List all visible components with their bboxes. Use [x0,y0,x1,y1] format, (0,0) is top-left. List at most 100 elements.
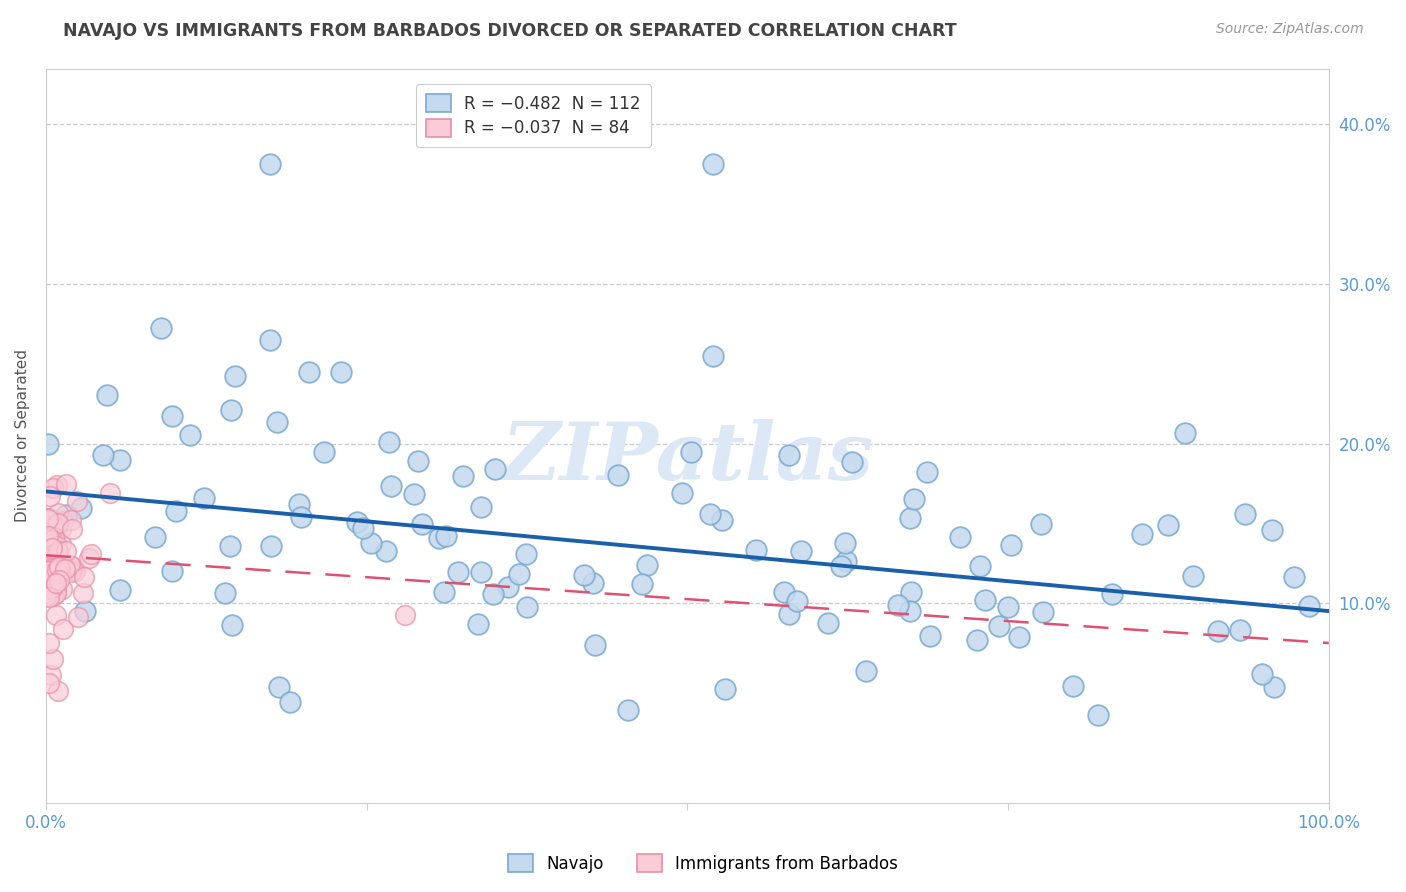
Point [49,537,72,551]
Point [481,587,503,601]
Point [35,589,58,603]
Point [37,529,59,543]
Point [903,491,925,506]
Point [46,684,69,698]
Point [429,531,451,545]
Point [915,465,938,479]
Point [406,454,429,468]
Point [60,563,83,577]
Point [108,583,131,598]
Point [778,448,800,462]
Point [1229,624,1251,638]
Point [377,434,399,449]
Point [73,570,96,584]
Point [1174,426,1197,441]
Point [45,478,67,492]
Point [41,668,63,682]
Point [711,513,734,527]
Point [41,537,63,551]
Point [218,539,240,553]
Point [1298,599,1320,613]
Point [48,543,70,558]
Point [67,609,90,624]
Point [46,506,69,520]
Point [1062,680,1084,694]
Point [484,462,506,476]
Point [38,511,60,525]
Point [48,574,70,588]
Point [496,580,519,594]
Point [80,547,103,561]
Point [41,541,63,555]
Point [900,584,922,599]
Point [790,544,813,558]
Point [55,508,77,523]
Point [841,455,863,469]
Point [98,486,121,500]
Point [66,494,89,508]
Point [39,489,62,503]
Point [835,554,858,568]
Point [290,510,312,524]
Point [224,368,246,383]
Point [55,560,77,574]
Point [219,403,242,417]
Point [46,517,69,532]
Point [508,567,530,582]
Point [572,567,595,582]
Point [260,539,283,553]
Point [38,535,60,549]
Point [352,521,374,535]
Point [160,409,183,423]
Point [38,636,60,650]
Point [143,530,166,544]
Legend: Navajo, Immigrants from Barbados: Navajo, Immigrants from Barbados [501,847,905,880]
Text: Source: ZipAtlas.com: Source: ZipAtlas.com [1216,22,1364,37]
Point [221,618,243,632]
Point [330,365,353,379]
Point [48,566,70,580]
Point [898,604,921,618]
Point [380,479,402,493]
Point [1182,569,1205,583]
Point [898,511,921,525]
Point [447,565,470,579]
Point [45,576,67,591]
Point [470,500,492,514]
Point [35,511,58,525]
Point [214,586,236,600]
Point [966,632,988,647]
Point [149,320,172,334]
Point [434,529,457,543]
Point [404,487,426,501]
Point [671,486,693,500]
Point [41,581,63,595]
Point [35,563,58,577]
Point [41,566,63,580]
Point [41,559,63,574]
Point [702,157,724,171]
Point [772,584,794,599]
Point [42,589,65,603]
Legend: R = −0.482  N = 112, R = −0.037  N = 84: R = −0.482 N = 112, R = −0.037 N = 84 [416,84,651,147]
Text: ZIPatlas: ZIPatlas [502,419,873,496]
Point [165,504,187,518]
Point [949,530,972,544]
Point [997,599,1019,614]
Point [55,544,77,558]
Point [42,519,65,533]
Point [1029,516,1052,531]
Point [45,583,67,598]
Point [48,560,70,574]
Text: NAVAJO VS IMMIGRANTS FROM BARBADOS DIVORCED OR SEPARATED CORRELATION CHART: NAVAJO VS IMMIGRANTS FROM BARBADOS DIVOR… [63,22,957,40]
Point [266,415,288,429]
Point [1000,538,1022,552]
Point [269,681,291,695]
Point [37,564,59,578]
Point [37,542,59,557]
Point [60,565,83,579]
Point [346,515,368,529]
Point [59,558,82,572]
Point [887,598,910,612]
Point [360,536,382,550]
